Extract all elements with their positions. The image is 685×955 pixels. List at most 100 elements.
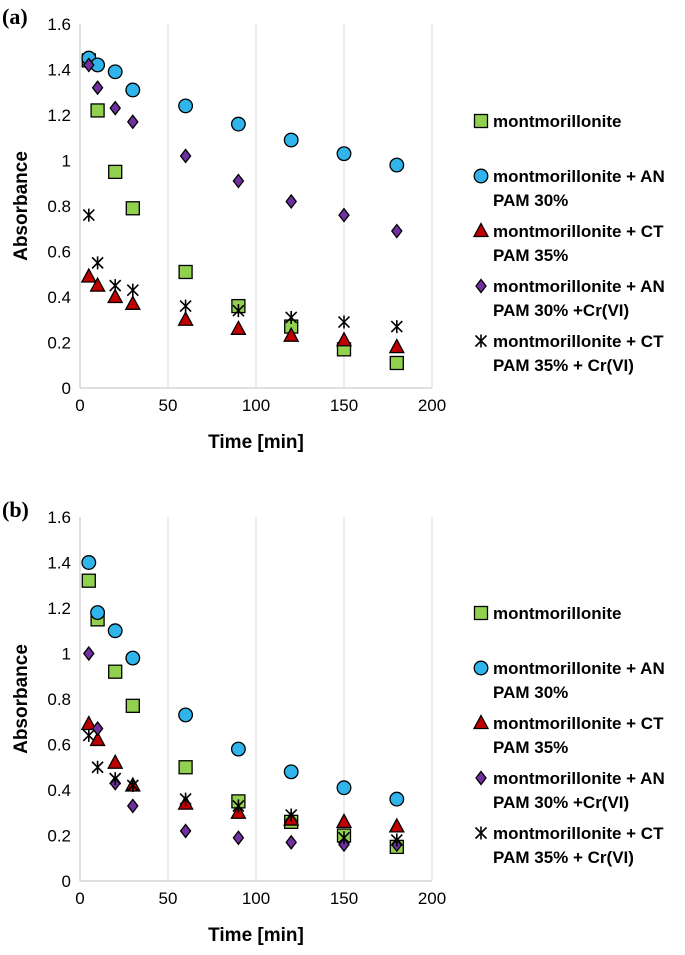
data-point: [126, 283, 139, 297]
data-point: [179, 148, 192, 164]
x-tick-label: 50: [159, 396, 178, 415]
data-point: [388, 817, 405, 833]
data-point: [89, 731, 106, 747]
data-point: [335, 812, 353, 828]
legend-marker-star: [474, 826, 488, 840]
legend-label: PAM 30%: [493, 191, 568, 210]
legend-marker-circle: [473, 168, 489, 184]
data-point: [178, 264, 193, 280]
y-tick-label: 0: [62, 379, 71, 398]
y-tick-label: 0: [62, 872, 71, 891]
y-tick-label: 1.4: [47, 554, 71, 573]
chart-panel-b: (b) 0 50 100 150 200 0 0.2 0.4 0.6 0.8 1 1.2 1.4 1.6 Ti…: [2, 497, 665, 946]
data-point: [178, 760, 193, 775]
data-point: [91, 80, 104, 96]
x-axis-title: Time [min]: [208, 432, 304, 453]
data-point: [230, 319, 247, 336]
legend-label: PAM 35%: [493, 246, 568, 265]
legend-marker-square: [473, 605, 489, 621]
legend-label: PAM 35%: [493, 738, 568, 757]
panel-label: (a): [2, 4, 28, 29]
data-point: [90, 605, 106, 621]
x-tick-label: 150: [330, 396, 358, 415]
data-point: [335, 331, 353, 347]
data-point: [109, 100, 122, 116]
data-point: [179, 792, 192, 806]
y-tick-label: 0.6: [47, 736, 71, 755]
data-point: [337, 831, 351, 845]
y-tick-label: 0.8: [47, 690, 71, 709]
y-axis-title: Absorbance: [11, 644, 32, 754]
legend-marker-circle: [473, 660, 489, 676]
y-tick-label: 0.6: [47, 243, 71, 262]
legend-label: PAM 35% + Cr(VI): [493, 848, 634, 867]
data-point: [125, 82, 141, 98]
legend-label: PAM 30% +Cr(VI): [493, 301, 629, 320]
data-point: [109, 772, 122, 786]
data-point: [91, 256, 104, 270]
y-tick-label: 0.4: [47, 288, 71, 307]
data-point: [125, 698, 140, 713]
data-point: [230, 116, 246, 132]
legend: montmorillonite montmorillonite + AN PAM 3…: [472, 604, 665, 867]
series-square: [81, 573, 404, 855]
data-point: [389, 157, 405, 173]
x-tick-label: 150: [330, 889, 358, 908]
legend-label: montmorillonite + CT: [493, 714, 664, 733]
data-point: [232, 304, 245, 318]
data-point: [108, 664, 123, 679]
data-point: [107, 288, 124, 304]
legend-label: montmorillonite: [493, 112, 621, 131]
legend-label: montmorillonite + AN: [493, 277, 665, 296]
legend-marker-star: [474, 334, 488, 348]
data-point: [81, 555, 97, 570]
legend-label: montmorillonite + AN: [493, 167, 665, 186]
data-point: [230, 741, 246, 757]
legend-label: montmorillonite + CT: [493, 332, 664, 351]
data-point: [82, 728, 95, 742]
data-point: [126, 778, 139, 792]
data-point: [126, 114, 139, 130]
y-tick-label: 0.2: [47, 334, 71, 353]
y-tick-label: 1.4: [47, 61, 71, 80]
data-point: [82, 57, 95, 73]
data-point: [232, 830, 245, 846]
series-triangle: [80, 267, 405, 354]
data-point: [125, 201, 140, 216]
legend-marker-square: [473, 113, 489, 129]
data-point: [285, 834, 298, 850]
legend-marker-triangle: [472, 714, 490, 730]
data-point: [283, 764, 299, 780]
data-point: [390, 833, 403, 847]
x-tick-label: 100: [242, 396, 270, 415]
series-diamond: [82, 57, 403, 239]
series-star: [82, 208, 403, 334]
data-point: [338, 207, 350, 223]
data-point: [107, 64, 123, 80]
data-point: [285, 310, 298, 324]
y-tick-label: 1: [62, 645, 71, 664]
data-point: [107, 753, 124, 769]
legend-label: montmorillonite + AN: [493, 769, 665, 788]
legend-label: PAM 35% + Cr(VI): [493, 356, 634, 375]
data-point: [232, 799, 245, 813]
data-point: [389, 355, 404, 371]
y-tick-label: 1.6: [47, 508, 71, 527]
series-circle: [81, 50, 405, 173]
data-point: [337, 315, 351, 329]
series-triangle: [80, 715, 405, 833]
y-tick-label: 1.6: [47, 15, 71, 34]
x-axis-title: Time [min]: [208, 925, 304, 946]
x-tick-label: 50: [159, 889, 178, 908]
legend-label: montmorillonite + CT: [493, 824, 664, 843]
legend-marker-diamond: [475, 770, 487, 786]
data-point: [285, 193, 298, 210]
series-star: [82, 728, 403, 847]
legend-label: montmorillonite: [493, 604, 621, 623]
series-circle: [81, 555, 405, 807]
data-point: [91, 760, 104, 774]
data-point: [336, 780, 352, 796]
data-point: [179, 299, 192, 313]
